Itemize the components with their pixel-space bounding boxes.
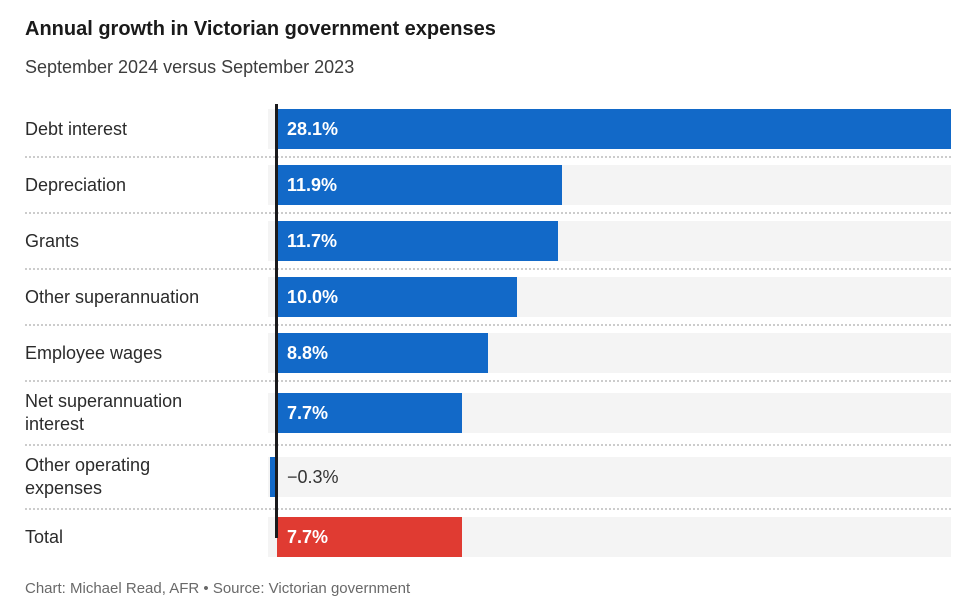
bar-track: 10.0% [268, 277, 951, 317]
bar [276, 165, 563, 205]
category-label: Employee wages [25, 342, 163, 363]
category-label: Depreciation [25, 174, 127, 195]
value-label: 11.7% [286, 231, 338, 251]
bar [276, 393, 462, 433]
chart-title: Annual growth in Victorian government ex… [25, 18, 496, 40]
bar-track: 7.7% [268, 393, 951, 433]
bar-track: 11.7% [268, 221, 951, 261]
value-label: 10.0% [286, 287, 339, 307]
chart-row: Total 7.7% [25, 510, 951, 564]
bar-chart: Debt interest 28.1% Depreciation 11.9% Grant… [25, 102, 951, 564]
category-label: Net superannuation interest [25, 391, 183, 434]
bar [276, 277, 517, 317]
chart-row: Net superannuation interest 7.7% [25, 382, 951, 446]
category-label: Other superannuation [25, 286, 200, 307]
category-label: Debt interest [25, 118, 128, 139]
bar [276, 109, 951, 149]
bar-track: −0.3% [268, 457, 951, 497]
bar [276, 333, 489, 373]
value-label: 8.8% [286, 343, 329, 363]
chart-row: Debt interest 28.1% [25, 102, 951, 158]
chart-row: Other operating expenses −0.3% [25, 446, 951, 510]
chart-subtitle: September 2024 versus September 2023 [25, 57, 355, 77]
value-label: −0.3% [286, 467, 339, 487]
category-label: Other operating expenses [25, 455, 151, 498]
zero-axis-line [274, 104, 278, 538]
chart-card: Annual growth in Victorian government ex… [25, 18, 951, 597]
attribution-source-line: Chart: Michael Read, AFR • Source: Victo… [25, 580, 411, 597]
chart-row: Depreciation 11.9% [25, 158, 951, 214]
value-label: 11.9% [286, 175, 338, 195]
value-label: 7.7% [286, 527, 329, 547]
bar [269, 457, 277, 497]
bar-track: 11.9% [268, 165, 951, 205]
category-label: Grants [25, 230, 80, 251]
bar-track: 7.7% [268, 517, 951, 557]
bar [276, 517, 462, 557]
bar-track: 28.1% [268, 109, 951, 149]
category-label: Total [25, 526, 64, 547]
value-label: 7.7% [286, 403, 329, 423]
chart-row: Employee wages 8.8% [25, 326, 951, 382]
chart-row: Grants 11.7% [25, 214, 951, 270]
chart-row: Other superannuation 10.0% [25, 270, 951, 326]
bar [276, 221, 558, 261]
value-label: 28.1% [286, 119, 339, 139]
bar-track: 8.8% [268, 333, 951, 373]
